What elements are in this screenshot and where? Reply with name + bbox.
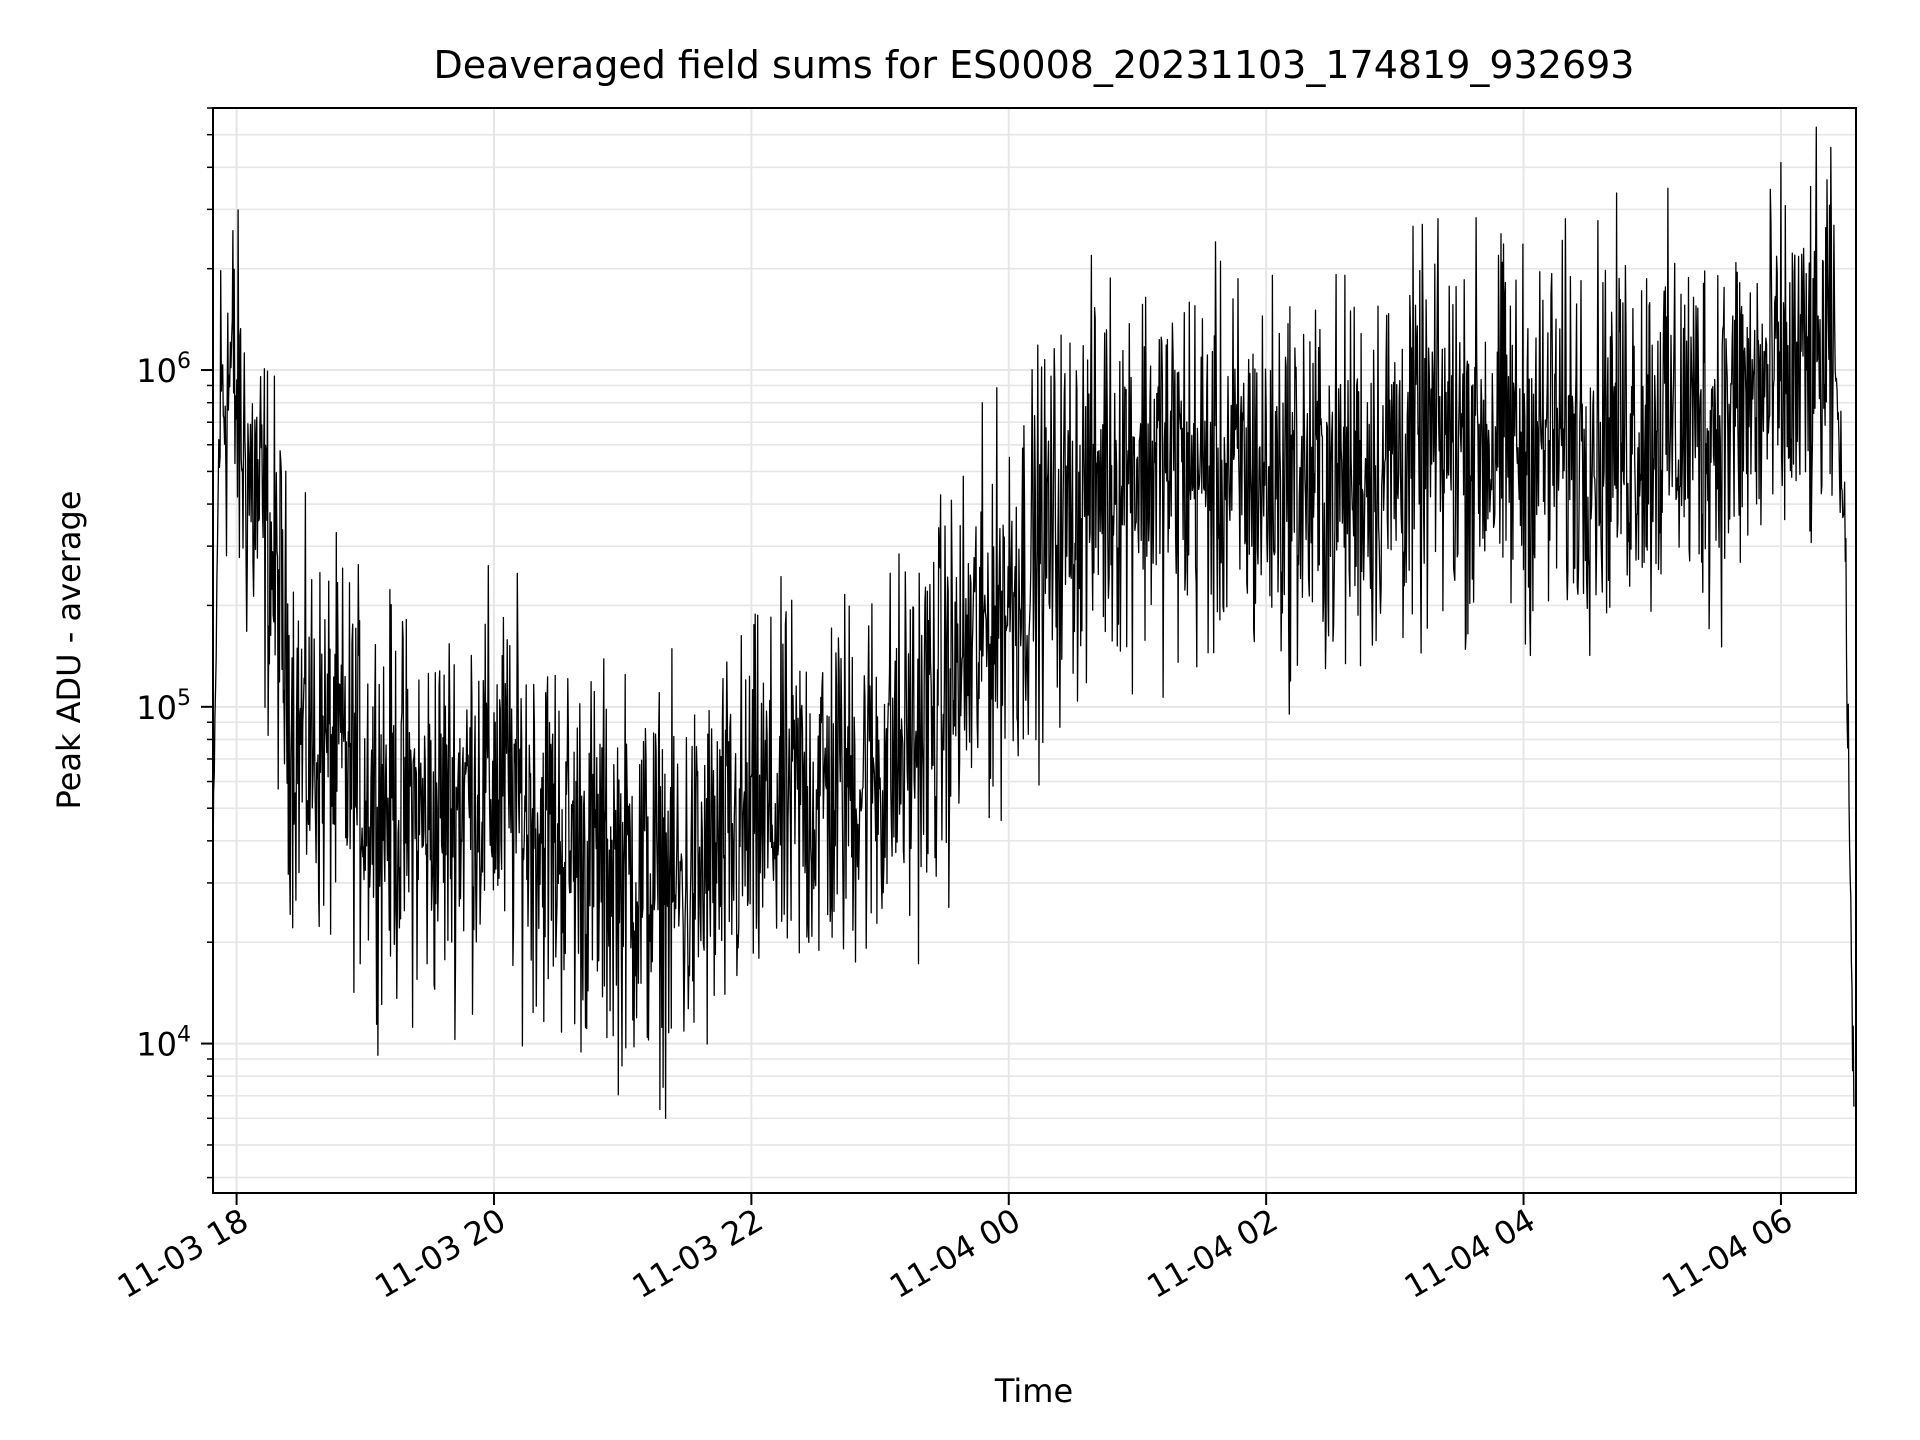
series-line — [212, 126, 1855, 1120]
axes-frame — [212, 107, 1857, 1194]
chart-title: Deaveraged field sums for ES0008_2023110… — [434, 43, 1635, 87]
y-tick-label: 104 — [136, 1023, 191, 1064]
y-axis: 104 105 106 — [136, 107, 213, 1179]
x-axis-label: Time — [994, 1372, 1073, 1410]
y-axis-label: Peak ADU - average — [50, 491, 88, 810]
y-tick-label: 105 — [136, 686, 191, 727]
plot-area — [212, 126, 1855, 1120]
y-tick-label: 106 — [136, 349, 191, 390]
